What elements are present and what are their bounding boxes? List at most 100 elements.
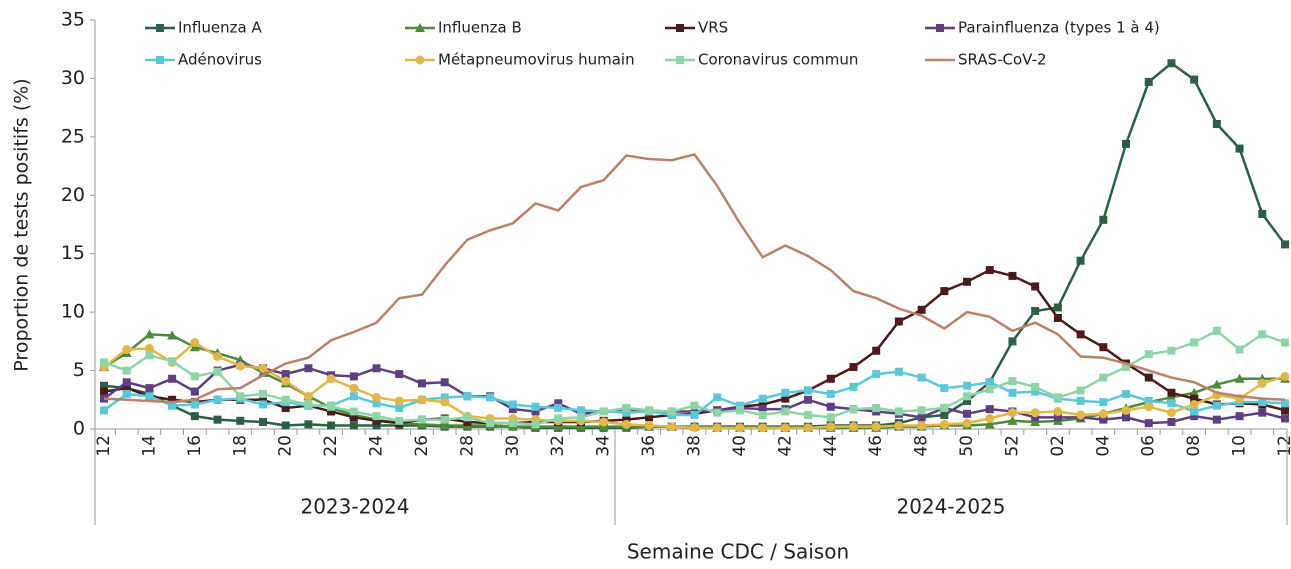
marker [1167, 399, 1176, 408]
x-tick-label: 06 [1139, 435, 1159, 457]
legend-label: Coronavirus commun [698, 51, 858, 69]
marker [1234, 373, 1245, 383]
marker [622, 408, 631, 417]
marker [1280, 371, 1290, 381]
marker [281, 395, 290, 404]
marker [645, 413, 654, 422]
marker [1076, 330, 1085, 339]
marker [940, 410, 949, 419]
marker [940, 403, 949, 412]
marker [258, 400, 267, 409]
marker [1189, 399, 1199, 409]
marker [713, 393, 722, 402]
marker [1258, 330, 1267, 339]
marker [258, 395, 267, 404]
marker [326, 374, 336, 384]
marker [871, 422, 881, 432]
marker [1053, 313, 1062, 322]
marker [1076, 410, 1086, 420]
marker [1258, 209, 1267, 218]
marker [940, 384, 949, 393]
y-tick-label: 30 [61, 67, 85, 89]
marker [327, 402, 336, 411]
marker [1007, 415, 1018, 425]
marker [122, 384, 131, 393]
marker [145, 384, 154, 393]
x-tick-label: 44 [821, 435, 841, 457]
marker [486, 419, 495, 428]
marker [940, 287, 949, 296]
marker [417, 415, 426, 424]
x-tick-label: 18 [230, 435, 250, 457]
marker [735, 406, 744, 415]
marker [1076, 256, 1085, 265]
marker [1167, 417, 1176, 426]
marker [1076, 386, 1085, 395]
marker [781, 407, 790, 416]
marker [1190, 412, 1199, 421]
marker [100, 406, 108, 415]
marker [1053, 393, 1062, 402]
x-tick-label: 20 [276, 435, 296, 457]
y-tick-label: 20 [61, 184, 85, 206]
marker [575, 421, 586, 431]
marker [144, 343, 154, 353]
marker [676, 56, 684, 64]
marker [281, 376, 291, 386]
x-tick-label: 50 [957, 435, 977, 457]
marker [894, 420, 904, 430]
marker [735, 401, 744, 410]
x-tick-label: 22 [321, 435, 341, 457]
marker [553, 421, 564, 431]
marker [190, 400, 199, 409]
marker [1144, 396, 1153, 405]
marker [213, 352, 223, 362]
marker [1144, 77, 1153, 86]
marker [712, 423, 722, 433]
marker [417, 379, 426, 388]
x-tick-label: 10 [1230, 435, 1250, 457]
marker [1190, 394, 1199, 403]
y-tick-label: 0 [73, 418, 85, 440]
marker [917, 413, 926, 422]
marker [100, 387, 108, 396]
marker [1121, 405, 1131, 415]
marker [576, 406, 585, 415]
marker [1281, 406, 1289, 415]
marker [394, 396, 404, 406]
marker [1053, 406, 1063, 416]
marker [190, 387, 199, 396]
marker [1008, 271, 1017, 280]
marker [554, 403, 563, 412]
group-label: 2024-2025 [896, 495, 1005, 519]
marker [690, 410, 699, 419]
marker [486, 393, 495, 402]
marker [1031, 413, 1040, 422]
marker [349, 392, 358, 401]
marker [349, 372, 358, 381]
x-tick-label: 14 [139, 435, 159, 457]
marker [1281, 399, 1289, 408]
marker [508, 419, 517, 428]
marker [349, 407, 358, 416]
legend-label: Influenza B [438, 19, 522, 37]
marker [985, 385, 994, 394]
x-tick-label: 12 [1275, 435, 1291, 457]
marker [963, 409, 972, 418]
marker [576, 413, 585, 422]
marker [894, 407, 903, 416]
marker [963, 381, 972, 390]
marker [758, 394, 767, 403]
legend-label: Métapneumovirus humain [438, 51, 635, 69]
marker [213, 367, 222, 376]
marker [167, 330, 178, 340]
marker [826, 389, 835, 398]
marker [1167, 346, 1176, 355]
marker [1122, 413, 1131, 422]
marker [826, 402, 835, 411]
x-tick-label: 24 [367, 435, 387, 457]
legend-label: Influenza A [178, 19, 262, 37]
marker [304, 400, 313, 409]
marker [1076, 396, 1085, 405]
y-axis-title: Proportion de tests positifs (%) [11, 78, 33, 371]
